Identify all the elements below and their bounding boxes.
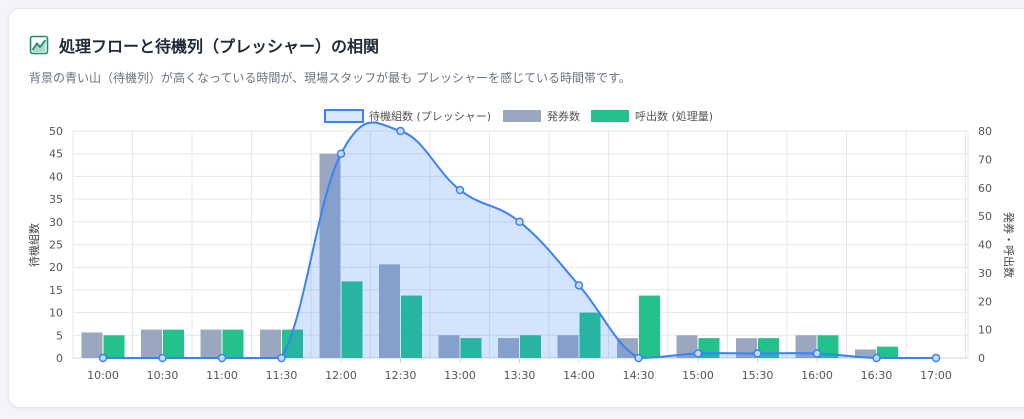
bar-called <box>877 346 898 358</box>
bar-called <box>579 312 601 358</box>
wait-point <box>98 353 108 363</box>
wait-point <box>158 353 167 363</box>
bar-issued <box>557 335 579 358</box>
y-right-tick-label: 20 <box>978 295 992 308</box>
bar-called <box>460 338 482 358</box>
bar-called <box>520 335 541 358</box>
y-left-axis-title: 待機組数 <box>27 223 41 267</box>
y-right-tick-label: 10 <box>978 324 992 337</box>
bar-called <box>163 329 184 358</box>
y-left-tick-label: 5 <box>56 329 63 342</box>
bar-issued <box>81 332 103 358</box>
wait-point <box>574 281 584 290</box>
bar-issued <box>260 329 281 358</box>
bar-issued <box>498 338 519 358</box>
y-right-tick-label: 40 <box>978 239 992 252</box>
x-tick-label: 10:30 <box>147 369 179 382</box>
y-left-tick-label: 10 <box>49 307 63 320</box>
x-tick-label: 12:30 <box>385 369 417 382</box>
legend-swatch-called <box>591 110 629 122</box>
y-right-tick-label: 60 <box>978 182 992 195</box>
bar-called <box>222 329 244 358</box>
y-left-tick-label: 40 <box>49 170 63 183</box>
y-left-tick-label: 50 <box>49 125 63 138</box>
wait-point <box>753 349 762 358</box>
y-left-tick-label: 35 <box>49 193 63 206</box>
y-left-tick-label: 30 <box>49 216 63 229</box>
y-right-axis-title: 発券・呼出数 <box>1002 212 1016 278</box>
bar-called <box>639 295 660 358</box>
y-left-tick-label: 15 <box>49 284 63 297</box>
wait-point <box>515 217 524 227</box>
bar-issued <box>855 349 876 358</box>
bar-called <box>282 329 303 358</box>
x-tick-label: 13:30 <box>504 369 536 382</box>
chart-subtitle: 背景の青い山（待機列）が高くなっている時間が、現場スタッフが最も プレッシャーを… <box>29 71 631 85</box>
x-tick-label: 17:00 <box>920 369 952 382</box>
y-right-tick-label: 70 <box>978 153 992 166</box>
x-tick-label: 16:30 <box>861 369 893 382</box>
wait-point <box>812 349 822 358</box>
card-header: 処理フローと待機列（プレッシャー）の相関 <box>29 33 379 57</box>
y-left-tick-label: 25 <box>49 239 63 252</box>
bar-issued <box>676 335 698 358</box>
x-tick-label: 11:30 <box>266 369 298 382</box>
bar-issued <box>141 329 162 358</box>
legend-label-issued: 発券数 <box>547 109 580 123</box>
legend-swatch-issued <box>503 110 541 122</box>
chart-title: 処理フローと待機列（プレッシャー）の相関 <box>59 37 380 56</box>
bar-called <box>341 281 363 358</box>
area-chart-icon <box>29 35 49 55</box>
wait-point <box>277 353 286 363</box>
y-left-tick-label: 0 <box>56 352 63 365</box>
wait-line <box>103 121 936 360</box>
wait-point <box>217 353 227 363</box>
y-left-tick-label: 45 <box>49 148 63 161</box>
wait-point <box>336 149 346 158</box>
y-right-tick-label: 30 <box>978 267 992 280</box>
wait-point <box>396 126 405 136</box>
x-tick-label: 14:30 <box>623 369 655 382</box>
legend-label-called: 呼出数 (処理量) <box>635 109 713 123</box>
wait-area-fill <box>103 122 936 358</box>
wait-point <box>931 353 941 363</box>
x-tick-label: 15:00 <box>682 369 714 382</box>
wait-point <box>872 353 881 363</box>
bar-called <box>817 335 839 358</box>
bar-called <box>103 335 125 358</box>
bar-issued <box>200 329 222 358</box>
x-tick-label: 16:00 <box>801 369 833 382</box>
y-right-tick-label: 0 <box>978 352 985 365</box>
bar-called <box>401 295 422 358</box>
y-left-tick-label: 20 <box>49 261 63 274</box>
bar-issued <box>379 264 400 358</box>
y-right-tick-label: 50 <box>978 210 992 223</box>
bar-issued <box>319 153 341 358</box>
x-tick-label: 13:00 <box>444 369 476 382</box>
x-tick-label: 11:00 <box>206 369 238 382</box>
legend-label-wait: 待機組数 (プレッシャー) <box>369 109 491 123</box>
x-tick-label: 10:00 <box>87 369 119 382</box>
wait-point <box>634 353 643 363</box>
wait-point <box>455 185 465 195</box>
x-tick-label: 14:00 <box>563 369 595 382</box>
x-tick-label: 15:30 <box>742 369 774 382</box>
y-right-tick-label: 80 <box>978 125 992 138</box>
wait-point <box>693 349 703 358</box>
bar-issued <box>438 335 460 358</box>
legend-swatch-wait <box>324 109 364 123</box>
x-tick-label: 12:00 <box>325 369 357 382</box>
